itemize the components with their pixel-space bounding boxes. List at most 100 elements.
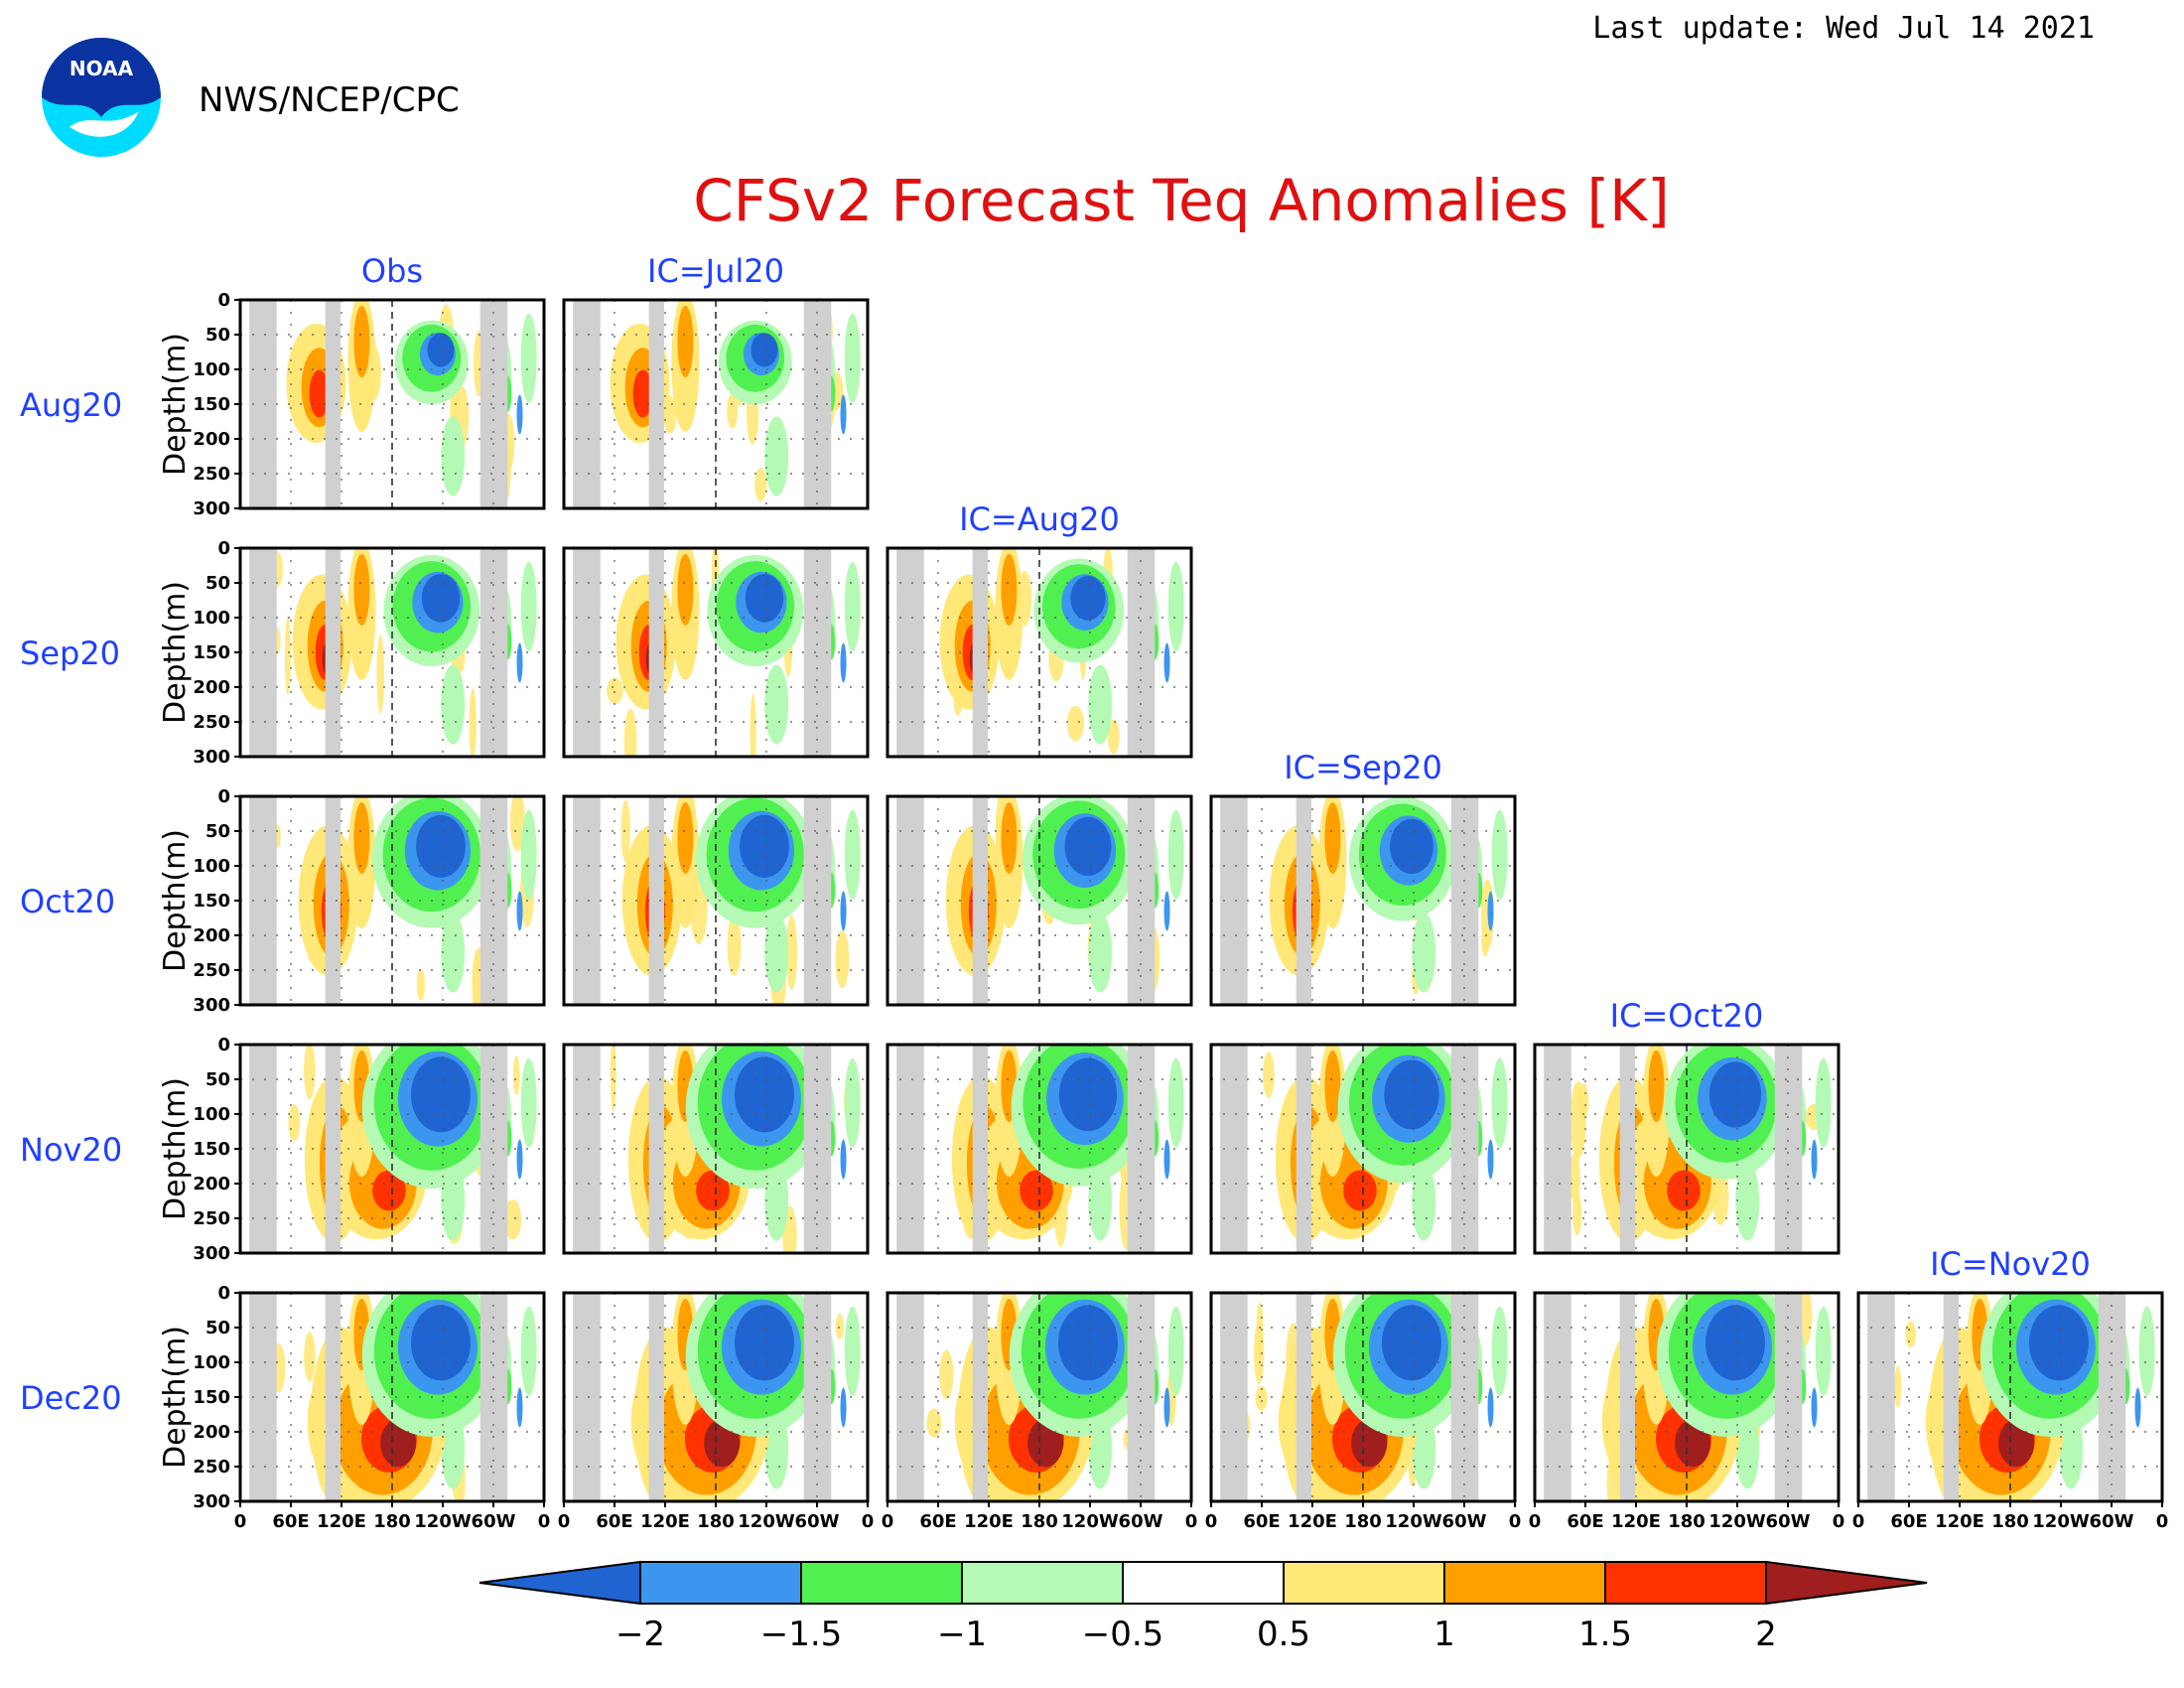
column-header: IC=Nov20 [1930, 1245, 2091, 1283]
y-tick-label: 100 [193, 359, 230, 380]
panel-dec20-5: 0 60E 120E 180 120W 60W 0 IC=Nov20 [1852, 1245, 2169, 1532]
y-tick-label: 150 [193, 1387, 230, 1408]
column-header: IC=Jul20 [647, 252, 784, 290]
column-header: Obs [361, 252, 423, 290]
y-axis-label: Depth(m) [158, 581, 193, 724]
x-tick-label: 120W [1385, 1511, 1442, 1532]
last-update-label: Last update: Wed Jul 14 2021 [1592, 11, 2095, 46]
y-tick-label: 250 [193, 1208, 230, 1229]
panel-dec20-3: 0 60E 120E 180 120W 60W 0 [1205, 1291, 1522, 1532]
x-tick-label: 180 [1021, 1511, 1058, 1532]
x-tick-label: 0 [538, 1511, 551, 1532]
x-tick-label: 0 [862, 1511, 875, 1532]
y-axis-label: Depth(m) [158, 1326, 193, 1469]
y-tick-label: 100 [193, 608, 230, 629]
panel-dec20-4: 0 60E 120E 180 120W 60W 0 [1529, 1291, 1844, 1532]
x-tick-label: 180 [1668, 1511, 1706, 1532]
panel-dec20-0: 0 50 100 150 200 250 300 Depth(m) Dec20 0 60E 120E 1… [20, 1283, 551, 1532]
panel-sep20-0: 0 50 100 150 200 250 300 Depth(m) Sep20 [20, 538, 546, 768]
y-tick-label: 250 [193, 960, 230, 981]
y-tick-label: 100 [193, 856, 230, 877]
x-tick-label: 120W [738, 1511, 795, 1532]
colorbar-label: 0.5 [1257, 1615, 1310, 1654]
panel-oct20-0: 0 50 100 150 200 250 300 Depth(m) Oct20 [20, 786, 546, 1016]
panel-frame [1209, 1043, 1517, 1255]
colorbar-segment [478, 1560, 641, 1606]
colorbar: −2 −1.5 −1 −0.5 0.5 1 1.5 2 [478, 1560, 1928, 1654]
x-tick-label: 180 [1991, 1511, 2029, 1532]
panel-oct20-1 [562, 794, 870, 1007]
x-tick-label: 120E [1611, 1511, 1661, 1532]
y-tick-label: 150 [193, 642, 230, 663]
y-axis-label: Depth(m) [158, 829, 193, 972]
panel-frame [562, 794, 870, 1007]
x-tick-label: 120W [1708, 1511, 1766, 1532]
x-tick-label: 60W [1119, 1511, 1163, 1532]
x-tick-label: 120E [317, 1511, 366, 1532]
colorbar-label: 1.5 [1578, 1615, 1632, 1654]
y-tick-label: 150 [193, 891, 230, 912]
colorbar-segment [1283, 1561, 1445, 1605]
panel-nov20-1 [562, 1043, 870, 1255]
x-tick-label: 180 [697, 1511, 735, 1532]
panel-aug20-1: IC=Jul20 [562, 252, 870, 510]
panel-frame [886, 546, 1193, 759]
column-header: IC=Aug20 [959, 500, 1120, 538]
x-tick-label: 60E [596, 1511, 632, 1532]
x-tick-label: 0 [558, 1511, 571, 1532]
y-tick-label: 250 [193, 712, 230, 733]
y-tick-label: 300 [193, 1491, 230, 1512]
x-tick-label: 60E [919, 1511, 956, 1532]
x-tick-label: 120E [640, 1511, 690, 1532]
x-tick-label: 0 [1852, 1511, 1865, 1532]
colorbar-label: 2 [1755, 1615, 1777, 1654]
x-tick-label: 180 [373, 1511, 411, 1532]
x-tick-label: 0 [1185, 1511, 1198, 1532]
x-tick-label: 60W [472, 1511, 516, 1532]
x-tick-label: 60W [2090, 1511, 2134, 1532]
panel-oct20-2 [886, 794, 1193, 1007]
x-tick-label: 60E [272, 1511, 309, 1532]
x-tick-label: 0 [1509, 1511, 1522, 1532]
y-tick-label: 100 [193, 1352, 230, 1373]
colorbar-label: −0.5 [1082, 1615, 1164, 1654]
colorbar-label: 1 [1433, 1615, 1455, 1654]
y-tick-label: 50 [205, 325, 230, 346]
y-tick-label: 150 [193, 1139, 230, 1160]
y-tick-label: 300 [193, 747, 230, 768]
agency-label: NWS/NCEP/CPC [199, 80, 460, 120]
x-tick-label: 60W [1766, 1511, 1811, 1532]
y-tick-label: 150 [193, 394, 230, 415]
y-tick-label: 200 [193, 429, 230, 450]
x-tick-label: 120E [964, 1511, 1014, 1532]
y-tick-label: 0 [217, 290, 230, 311]
y-tick-label: 200 [193, 677, 230, 698]
panel-sep20-2: IC=Aug20 [886, 500, 1193, 759]
colorbar-segment [639, 1561, 802, 1605]
y-tick-label: 300 [193, 995, 230, 1016]
y-tick-label: 250 [193, 464, 230, 485]
x-tick-label: 60E [1243, 1511, 1280, 1532]
y-tick-label: 50 [205, 1318, 230, 1338]
row-label: Sep20 [20, 634, 120, 672]
panel-nov20-0: 0 50 100 150 200 250 300 Depth(m) Nov20 [20, 1035, 546, 1264]
x-tick-label: 0 [234, 1511, 247, 1532]
panel-oct20-3: IC=Sep20 [1209, 749, 1517, 1007]
y-tick-label: 50 [205, 1069, 230, 1090]
panel-aug20-0: 0 50 100 150 200 250 300 Depth(m) Aug20 Obs [20, 252, 546, 519]
x-tick-label: 60E [1890, 1511, 1927, 1532]
row-label: Nov20 [20, 1131, 122, 1169]
x-tick-label: 120W [2032, 1511, 2090, 1532]
colorbar-label: −1.5 [760, 1615, 843, 1654]
panel-frame [562, 1043, 870, 1255]
panel-frame [1533, 1043, 1841, 1255]
x-tick-label: 0 [1529, 1511, 1542, 1532]
y-tick-label: 300 [193, 498, 230, 519]
row-label: Aug20 [20, 386, 122, 424]
panel-frame [562, 546, 870, 759]
x-tick-label: 60W [1442, 1511, 1487, 1532]
y-tick-label: 250 [193, 1457, 230, 1477]
panel-frame [1209, 794, 1517, 1007]
y-tick-label: 300 [193, 1243, 230, 1264]
